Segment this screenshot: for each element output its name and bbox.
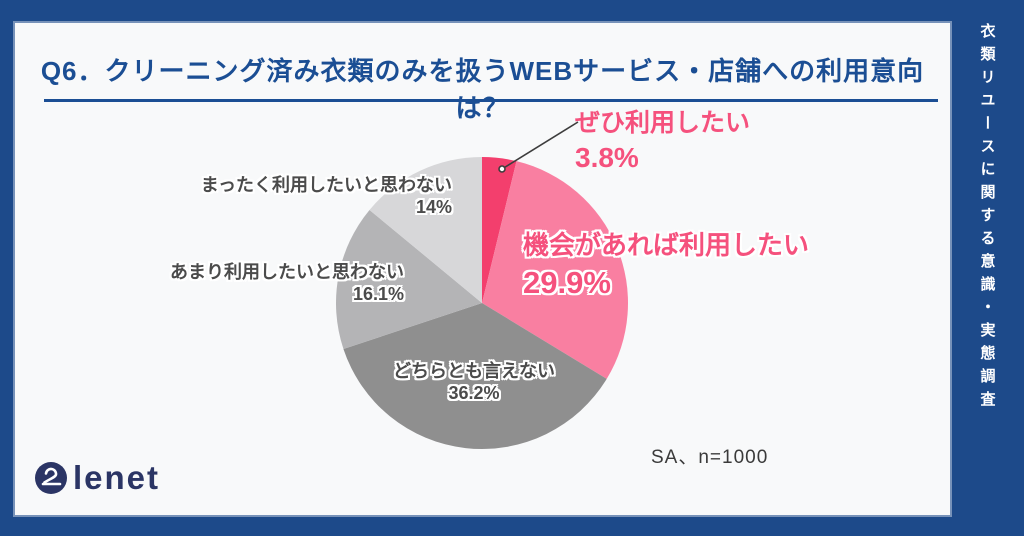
pie-slice-1 <box>482 161 628 379</box>
pie-label-value: 16.1% <box>352 283 404 304</box>
hanger-icon <box>35 462 67 494</box>
lenet-logo-text: lenet <box>73 459 161 496</box>
pie-slice-3 <box>336 209 482 349</box>
pie-label-value: 14% <box>415 196 452 217</box>
leader-dot-icon <box>498 165 506 173</box>
pie-label-value: 3.8% <box>575 142 639 173</box>
pie-label-value: 36.2% <box>448 382 500 403</box>
leader-line <box>498 121 579 173</box>
pie-label-value: 29.9% <box>523 265 611 301</box>
pie-slice-4 <box>369 157 482 303</box>
pie-label-category: あまり利用したいと思わない <box>170 262 404 282</box>
pie-label-dochira: どちらとも言えない 36.2% <box>354 361 594 404</box>
sidebar-survey-title: 衣類リユースに関する意識・実態調査 <box>950 23 1024 493</box>
pie-label-zehi-riyou: ぜひ利用したい 3.8% <box>575 108 750 175</box>
pie-label-category: 機会があれば利用したい <box>523 230 810 260</box>
page-title: Q6．クリーニング済み衣類のみを扱うWEBサービス・店舗への利用意向は？ <box>40 56 925 123</box>
pie-label-kikai-riyou: 機会があれば利用したい 29.9% <box>523 230 809 301</box>
pie-label-category: ぜひ利用したい <box>575 109 751 137</box>
pie-label-amari: あまり利用したいと思わない 16.1% <box>144 262 404 305</box>
sidebar-survey-title-text: 衣類リユースに関する意識・実態調査 <box>978 23 996 414</box>
lenet-logo: lenet <box>35 459 160 497</box>
pie-slice-2 <box>343 303 607 449</box>
pie-label-mattaku: まったく利用したいと思わない 14% <box>192 175 452 218</box>
pie-slice-0 <box>482 157 517 303</box>
content-panel: Q6．クリーニング済み衣類のみを扱うWEBサービス・店舗への利用意向は？ ぜひ利… <box>15 23 950 515</box>
leader-line-segment <box>501 121 579 170</box>
title-underline <box>44 99 938 102</box>
survey-note: SA、n=1000 <box>651 447 769 468</box>
pie-label-category: どちらとも言えない <box>393 361 555 381</box>
pie-chart <box>336 157 628 449</box>
pie-label-category: まったく利用したいと思わない <box>200 175 452 195</box>
